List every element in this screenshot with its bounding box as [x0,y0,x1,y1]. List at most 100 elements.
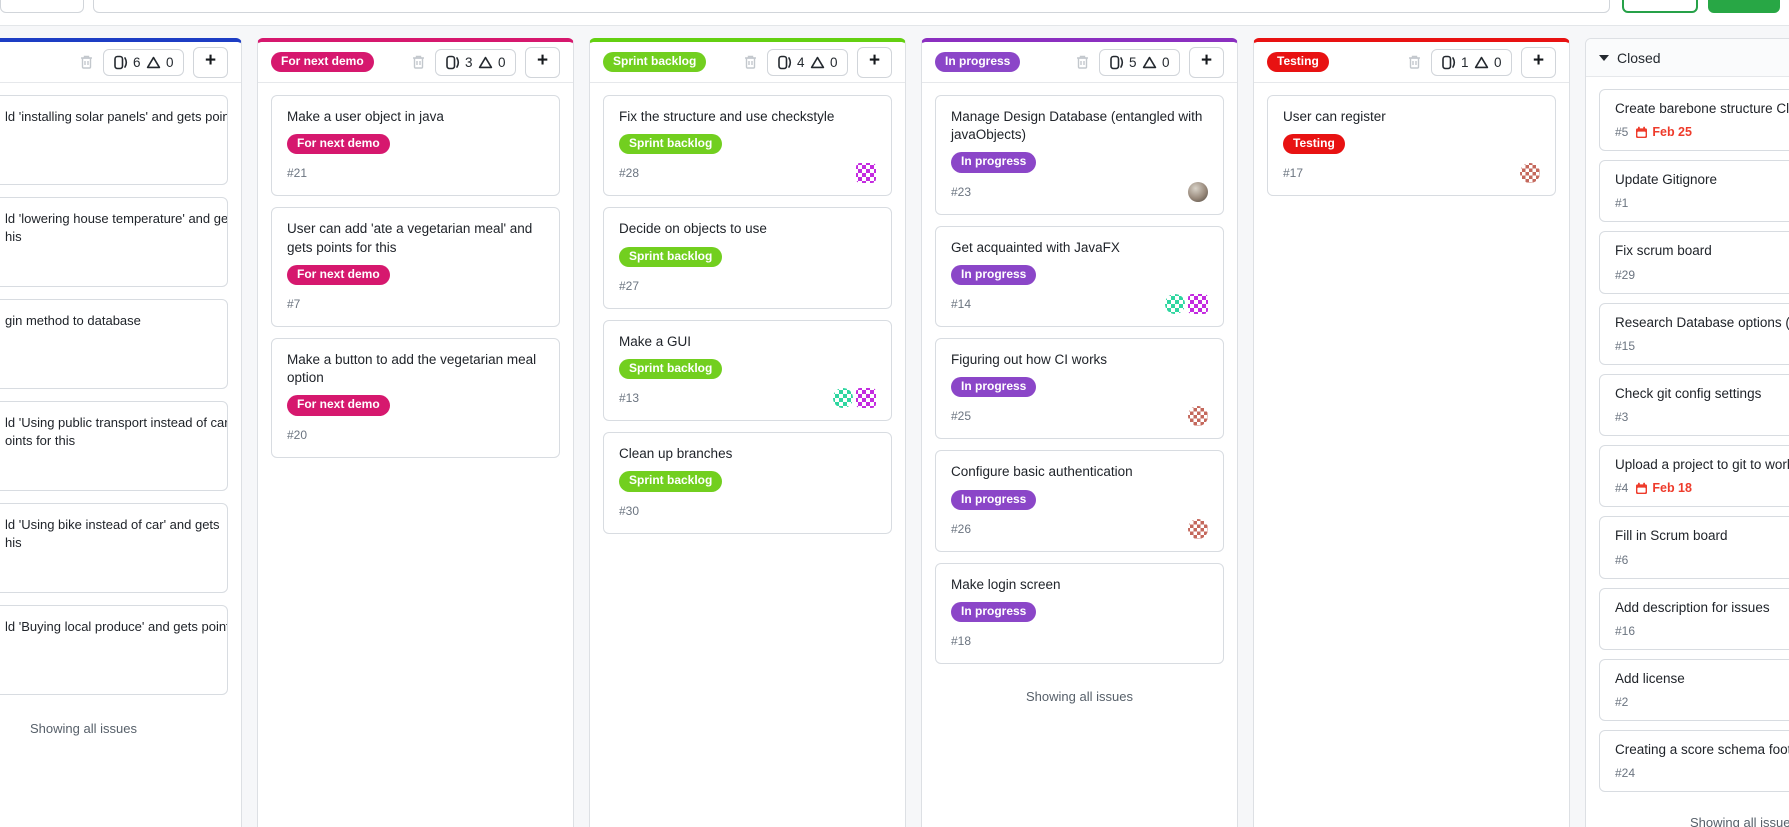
card-title: Configure basic authentication [951,464,1133,480]
issue-counters: 3 0 [435,48,516,76]
issue-card[interactable]: Get acquainted with JavaFX In progress #… [935,225,1224,328]
label-badge: In progress [951,489,1037,510]
card-title: ld 'lowering house temperature' and gets… [5,211,228,244]
issue-card[interactable]: Decide on objects to use Sprint backlog … [603,207,892,309]
issue-card[interactable]: ld 'installing solar panels' and gets po… [0,95,228,185]
issue-card[interactable]: ld 'Using public transport instead of ca… [0,401,228,491]
issue-number: #17 [1283,166,1304,181]
issue-number: #28 [619,166,640,181]
card-title: User can register [1283,109,1386,124]
card-title: Make a button to add the vegetarian meal… [287,352,537,386]
identicon-avatar [1188,406,1208,427]
pipeline-badge: Sprint backlog [603,51,707,73]
issue-card[interactable]: Fix scrum board #29 [1599,231,1789,294]
issue-card[interactable]: Make a GUI Sprint backlog #13 [603,319,892,422]
pipeline-badge: For next demo [271,51,374,73]
card-title: gin method to database [5,313,141,328]
card-title: Creating a score schema footprint [1615,741,1789,757]
column-header: Testing 1 0 + [1254,42,1569,83]
add-issue-button[interactable]: + [193,46,228,78]
issue-card[interactable]: Fill in Scrum board #6 [1599,516,1789,579]
add-issue-button[interactable]: + [1189,46,1224,78]
issue-card[interactable]: Figuring out how CI works In progress #2… [935,338,1224,440]
wip-count-value: 0 [166,54,174,70]
card-title: Fix scrum board [1615,243,1712,259]
chevron-down-icon[interactable] [1599,54,1609,61]
closed-column-header[interactable]: Closed [1586,39,1789,77]
column-first-clipped: 6 0 + ld 'installing solar panels' and g… [0,38,242,827]
issue-card[interactable]: Make a button to add the vegetarian meal… [271,338,560,458]
issue-card[interactable]: gin method to database [0,299,228,389]
label-badge: For next demo [287,395,390,416]
toolbar-button-fragment[interactable] [0,0,84,13]
issue-number: #26 [951,521,972,536]
issue-card[interactable]: User can register Testing #17 [1267,95,1556,197]
search-input[interactable] [93,0,1610,13]
issue-counters: 1 0 [1431,48,1512,76]
showing-all-issues-label: Showing all issues [1690,815,1789,827]
trash-icon[interactable] [743,54,758,70]
card-title: ld 'Buying local produce' and gets point… [5,619,228,634]
card-title: Check git config settings [1615,385,1762,401]
issue-card[interactable]: Upload a project to git to work from #4 … [1599,445,1789,508]
issue-card[interactable]: Create barebone structure Client-Se #5 F… [1599,89,1789,152]
wip-count-icon [1142,56,1157,68]
issue-number: #20 [287,427,308,442]
issue-number: #21 [287,166,308,181]
issue-card[interactable]: Clean up branches Sprint backlog #30 [603,432,892,534]
issue-card[interactable]: Add description for issues #16 [1599,587,1789,650]
card-title: Upload a project to git to work from [1615,457,1789,473]
outline-green-button[interactable] [1622,0,1698,13]
column-closed: Closed Create barebone structure Client-… [1585,38,1789,827]
issue-card[interactable]: Configure basic authentication In progre… [935,450,1224,552]
card-title: Fill in Scrum board [1615,528,1728,544]
issues-count-icon [114,55,128,69]
label-badge: For next demo [287,264,390,286]
trash-icon[interactable] [1075,54,1090,70]
card-title: Manage Design Database (entangled with j… [951,109,1203,143]
wip-count-value: 0 [1162,54,1170,70]
card-title: ld 'Using public transport instead of ca… [5,415,227,448]
issue-card[interactable]: Make a user object in java For next demo… [271,95,560,197]
issue-card[interactable]: ld 'lowering house temperature' and gets… [0,197,228,287]
issue-counters: 4 0 [767,48,848,76]
issue-card[interactable]: Manage Design Database (entangled with j… [935,95,1224,215]
issue-counters: 5 0 [1099,48,1180,76]
identicon-avatar [856,388,876,409]
issue-count-value: 1 [1461,54,1469,70]
identicon-avatar [1165,294,1185,315]
add-issue-button[interactable]: + [525,46,560,78]
wip-count-icon [478,56,493,68]
trash-icon[interactable] [1407,54,1422,70]
issue-card[interactable]: Creating a score schema footprint #24 [1599,729,1789,793]
card-title: Get acquainted with JavaFX [951,239,1120,255]
trash-icon[interactable] [79,54,94,70]
issue-card[interactable]: ld 'Buying local produce' and gets point… [0,605,228,695]
issue-card[interactable]: Update Gitignore #1 [1599,160,1789,223]
add-issue-button[interactable]: + [857,46,892,78]
column-in-progress: In progress 5 0 + Manage Design Database… [921,38,1238,827]
wip-count-value: 0 [498,54,506,70]
pipeline-badge: In progress [935,51,1021,73]
card-title: Figuring out how CI works [951,352,1108,368]
issue-count-value: 5 [1129,54,1137,70]
issue-card[interactable]: Research Database options ((No)SQ #15 [1599,302,1789,365]
add-issue-button[interactable]: + [1521,46,1556,78]
issue-card[interactable]: User can add 'ate a vegetarian meal' and… [271,207,560,328]
issue-number: #15 [1615,338,1636,353]
calendar-icon [1636,126,1648,138]
column-body: Create barebone structure Client-Se #5 F… [1586,77,1789,827]
identicon-avatar [1188,518,1208,539]
issue-card[interactable]: Add license #2 [1599,658,1789,721]
issue-card[interactable]: Check git config settings #3 [1599,373,1789,437]
column-header: Sprint backlog 4 0 + [590,42,905,83]
primary-green-button[interactable] [1708,0,1780,13]
issue-card[interactable]: Make login screen In progress #18 [935,562,1224,665]
issue-card[interactable]: ld 'Using bike instead of car' and gets … [0,503,228,593]
trash-icon[interactable] [411,54,426,70]
issue-number: #18 [951,634,972,649]
column-body: User can register Testing #17 [1254,83,1569,211]
label-badge: Sprint backlog [619,359,723,380]
issues-count-icon [1442,55,1456,69]
issue-card[interactable]: Fix the structure and use checkstyle Spr… [603,95,892,197]
